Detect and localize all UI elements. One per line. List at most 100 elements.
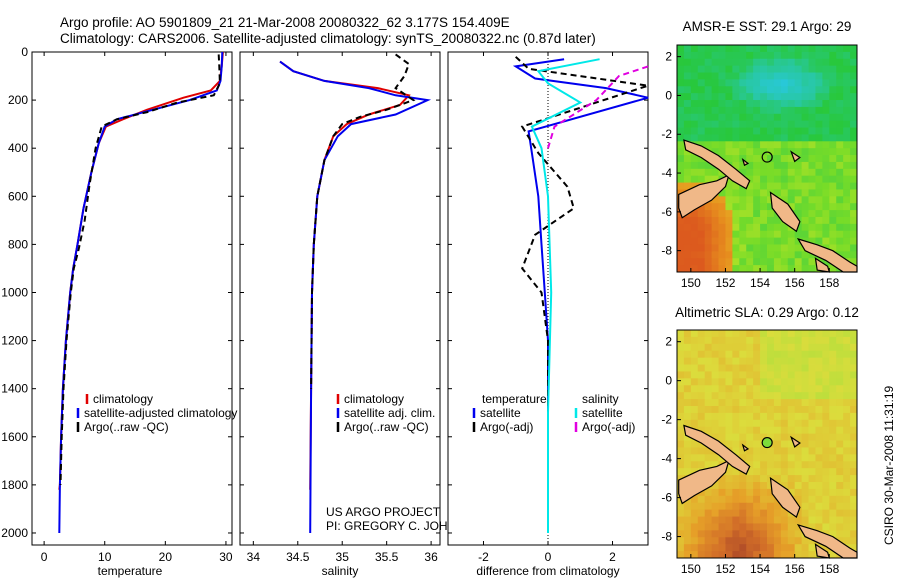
heatmap-cell: [794, 530, 803, 538]
heatmap-cell: [787, 537, 796, 545]
heatmap-cell: [732, 537, 740, 545]
heatmap-cell: [677, 216, 685, 225]
heatmap-cell: [815, 412, 823, 421]
temperature-xlabel: temperature: [98, 564, 163, 578]
heatmap-cell: [843, 482, 851, 490]
heatmap-cell: [815, 461, 823, 469]
heatmap-cell: [753, 475, 761, 483]
heatmap-cell: [753, 175, 761, 183]
heatmap-cell: [704, 58, 713, 67]
heatmap-cell: [704, 203, 713, 211]
heatmap-cell: [746, 336, 754, 345]
heatmap-cell: [690, 364, 699, 372]
heatmap-cell: [753, 113, 761, 122]
heatmap-cell: [773, 516, 782, 524]
heatmap-cell: [677, 45, 685, 53]
heatmap-cell: [753, 223, 761, 232]
heatmap-cell: [711, 399, 719, 407]
heatmap-cell: [836, 516, 844, 524]
heatmap-cell: [850, 230, 858, 239]
heatmap-cell: [829, 265, 837, 273]
heatmap-cell: [718, 385, 726, 393]
map-y-tick-label: -2: [661, 127, 672, 141]
heatmap-cell: [697, 330, 706, 338]
heatmap-cell: [697, 371, 706, 379]
heatmap-cell: [843, 168, 851, 177]
heatmap-cell: [829, 216, 837, 225]
heatmap-cell: [794, 189, 803, 197]
heatmap-cell: [732, 412, 740, 421]
heatmap-cell: [704, 426, 713, 435]
heatmap-cell: [739, 161, 747, 170]
heatmap-cell: [753, 509, 761, 517]
heatmap-cell: [801, 168, 809, 177]
heatmap-cell: [683, 93, 692, 101]
heatmap-cell: [718, 100, 726, 108]
temperature-series-group: [58, 51, 224, 534]
heatmap-cell: [822, 86, 830, 94]
heatmap-cell: [739, 210, 747, 218]
heatmap-cell: [690, 516, 699, 524]
heatmap-cell: [746, 113, 754, 122]
heatmap-cell: [697, 237, 706, 245]
map-y-tick-label: -8: [661, 530, 672, 544]
heatmap-cell: [677, 79, 685, 87]
heatmap-cell: [683, 79, 692, 87]
heatmap-cell: [801, 175, 809, 183]
heatmap-cell: [836, 196, 844, 204]
heatmap-cell: [739, 433, 747, 441]
heatmap-cell: [697, 378, 706, 386]
heatmap-cell: [794, 426, 803, 435]
heatmap-cell: [677, 412, 685, 421]
heatmap-cell: [787, 406, 796, 414]
heatmap-cell: [683, 175, 692, 183]
heatmap-cell: [773, 58, 782, 67]
heatmap-cell: [829, 392, 837, 400]
heatmap-cell: [773, 378, 782, 386]
heatmap-cell: [808, 330, 816, 338]
heatmap-cell: [843, 440, 851, 448]
heatmap-cell: [801, 189, 809, 197]
heatmap-cell: [711, 537, 719, 545]
heatmap-cell: [697, 216, 706, 225]
heatmap-cell: [704, 134, 713, 142]
heatmap-cell: [732, 134, 740, 142]
heatmap-cell: [739, 537, 747, 545]
heatmap-cell: [808, 265, 816, 273]
temperature-profile-panel: 0 10 20 30020040060080010001200140016001800…: [1, 45, 237, 578]
heatmap-cell: [725, 148, 733, 156]
land-polygon: [678, 459, 730, 505]
heatmap-cell: [683, 502, 692, 511]
map-y-tick-label: -6: [661, 205, 672, 219]
heatmap-cell: [683, 516, 692, 524]
heatmap-cell: [815, 468, 823, 476]
heatmap-cell: [690, 251, 699, 259]
heatmap-cell: [850, 495, 858, 504]
heatmap-cell: [767, 223, 775, 232]
heatmap-cell: [836, 530, 844, 538]
heatmap-cell: [787, 230, 796, 239]
heatmap-cell: [732, 45, 740, 53]
heatmap-cell: [677, 330, 685, 338]
heatmap-cell: [711, 106, 719, 115]
heatmap-cell: [794, 343, 803, 352]
heatmap-cell: [822, 258, 830, 266]
heatmap-cell: [808, 399, 816, 407]
heatmap-cell: [753, 482, 761, 490]
legend-item-satellite-adj-sal: satellite adj. clim.: [344, 406, 435, 420]
heatmap-cell: [822, 141, 830, 149]
heatmap-cell: [746, 461, 754, 469]
heatmap-cell: [787, 385, 796, 393]
x-tick-label: 20: [159, 550, 173, 564]
heatmap-cell: [794, 127, 803, 135]
legend-item-climatology: climatology: [93, 392, 153, 406]
heatmap-cell: [836, 155, 844, 163]
heatmap-cell: [829, 530, 837, 538]
heatmap-cell: [829, 364, 837, 372]
heatmap-cell: [725, 495, 733, 504]
heatmap-cell: [690, 230, 699, 239]
heatmap-cell: [746, 399, 754, 407]
heatmap-cell: [815, 161, 823, 170]
heatmap-cell: [725, 399, 733, 407]
heatmap-cell: [801, 51, 809, 60]
